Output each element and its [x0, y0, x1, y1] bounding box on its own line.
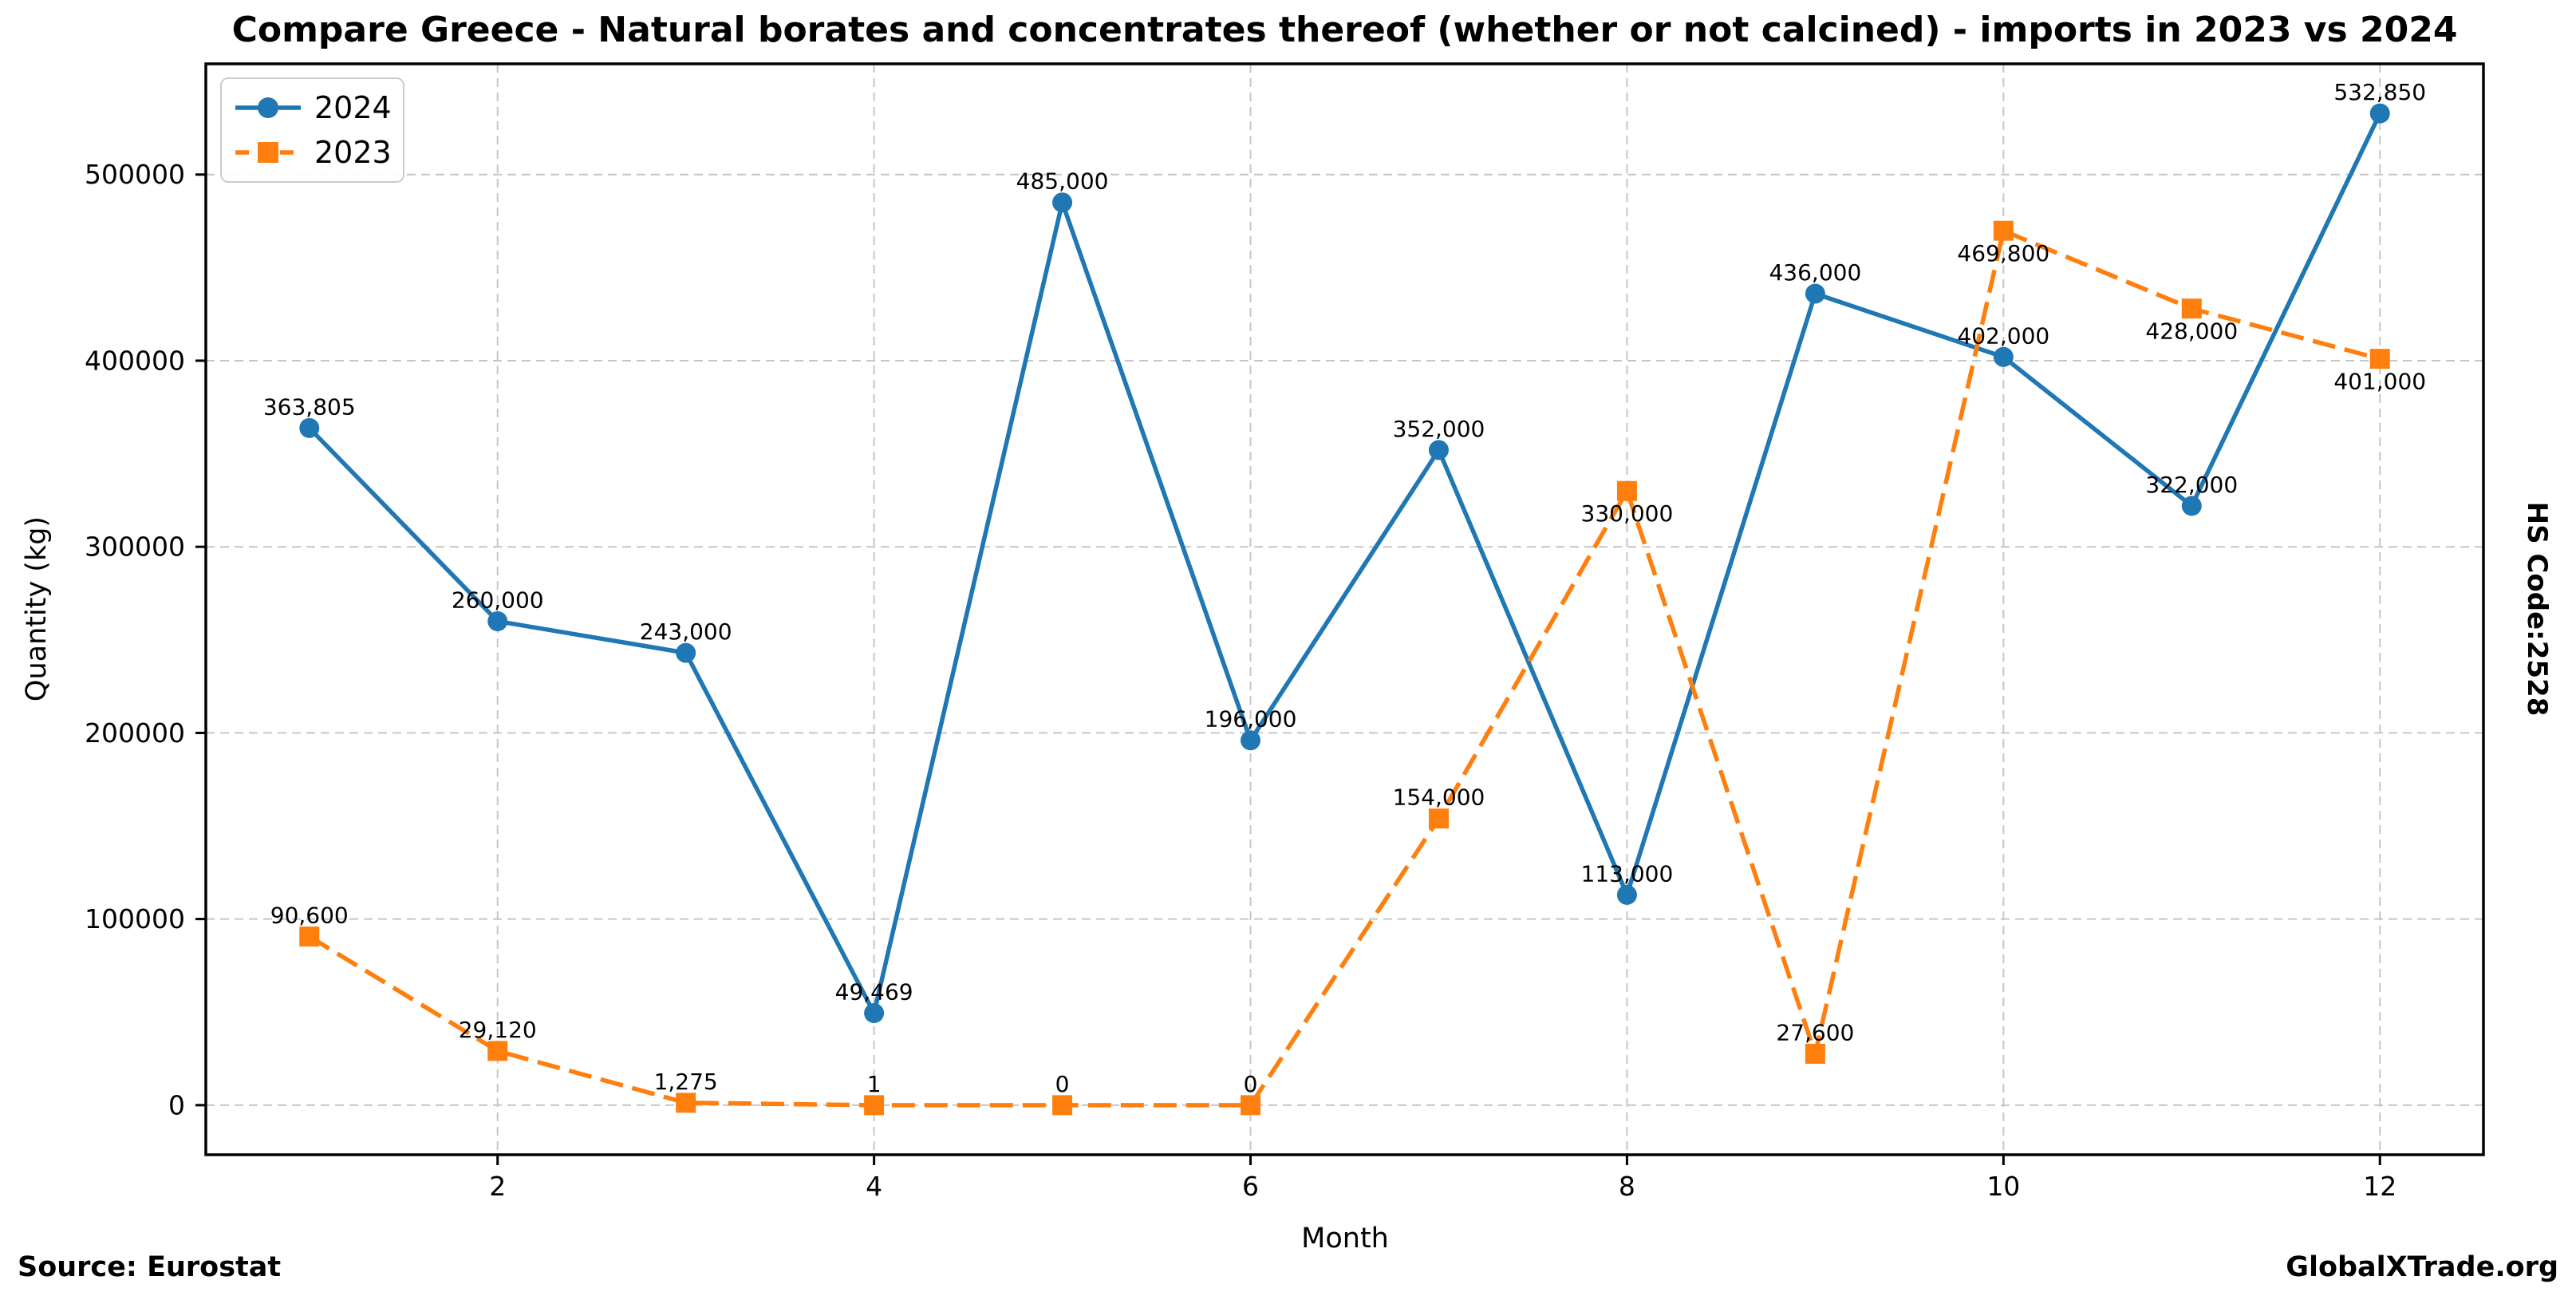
- y-axis-title: Quantity (kg): [21, 516, 53, 702]
- point-label-2023-m11: 428,000: [2145, 318, 2238, 345]
- marker-2023-m12: [2369, 349, 2390, 369]
- legend-item-2024: 2024: [233, 85, 392, 130]
- y-tick-label-400000: 400000: [85, 345, 185, 376]
- x-tick-label-8: 8: [1619, 1171, 1635, 1202]
- series-line-2024: [307, 112, 2382, 1016]
- legend-line-sample-2023: [235, 142, 301, 163]
- point-label-2023-m6: 0: [1244, 1071, 1258, 1097]
- marker-2024-m6: [1241, 730, 1261, 751]
- branding: GlobalXTrade.org: [2286, 1251, 2558, 1283]
- x-tick-label-10: 10: [1986, 1171, 2020, 1202]
- marker-2023-m10: [1993, 220, 2014, 241]
- chart-title: Compare Greece - Natural borates and con…: [231, 10, 2458, 50]
- legend-item-2023: 2023: [233, 130, 392, 175]
- marker-2023-m4: [864, 1095, 885, 1116]
- marker-2024-m12: [2369, 103, 2390, 124]
- legend: 2024 2023: [220, 77, 404, 183]
- data-point-labels: 363,805 260,000 243,000 49,469 485,000 196,00…: [263, 79, 2426, 1097]
- y-tick-label-200000: 200000: [85, 717, 185, 749]
- point-label-2023-m9: 27,600: [1776, 1019, 1854, 1045]
- point-label-2024-m5: 485,000: [1016, 168, 1109, 195]
- point-label-2023-m8: 330,000: [1581, 500, 1674, 527]
- x-tick-label-2: 2: [489, 1171, 506, 1202]
- legend-label-2024: 2024: [314, 90, 392, 125]
- point-label-2023-m7: 154,000: [1393, 784, 1485, 811]
- point-label-2023-m10: 469,800: [1957, 240, 2049, 267]
- marker-2023-m2: [487, 1041, 508, 1061]
- point-label-2024-m11: 322,000: [2145, 472, 2238, 498]
- axes-frame-and-ticks: [195, 62, 2485, 1165]
- right-axis-title: HS Code:2528: [2521, 501, 2553, 717]
- legend-line-sample-2024: [235, 97, 301, 118]
- data-point-markers: [299, 103, 2390, 1116]
- marker-2024-m11: [2181, 496, 2202, 516]
- marker-2023-m1: [299, 927, 320, 947]
- point-label-2024-m6: 196,000: [1205, 706, 1297, 733]
- x-tick-label-4: 4: [866, 1171, 882, 1202]
- marker-2023-m11: [2181, 298, 2202, 319]
- legend-sample-marker-2023: [258, 142, 278, 163]
- point-label-2024-m7: 352,000: [1393, 416, 1485, 442]
- point-label-2024-m8: 113,000: [1581, 860, 1674, 887]
- marker-2024-m7: [1428, 440, 1449, 460]
- marker-2024-m2: [487, 610, 508, 631]
- x-axis-title: Month: [1301, 1223, 1389, 1255]
- source-note: Source: Eurostat: [18, 1251, 282, 1283]
- point-label-2024-m9: 436,000: [1769, 259, 1861, 286]
- marker-2023-m8: [1616, 480, 1637, 501]
- point-label-2023-m2: 29,120: [459, 1017, 537, 1043]
- x-tick-label-6: 6: [1242, 1171, 1259, 1202]
- marker-2024-m8: [1616, 884, 1637, 905]
- marker-2023-m6: [1241, 1095, 1261, 1116]
- marker-2024-m4: [864, 1002, 885, 1023]
- point-label-2024-m1: 363,805: [263, 393, 356, 420]
- point-label-2024-m4: 49,469: [835, 978, 913, 1005]
- marker-2023-m9: [1805, 1043, 1825, 1064]
- point-label-2023-m3: 1,275: [654, 1069, 718, 1095]
- marker-2023-m7: [1428, 808, 1449, 829]
- marker-2024-m5: [1052, 192, 1073, 213]
- plot-frame: [204, 62, 2485, 1156]
- point-label-2023-m4: 1: [867, 1071, 882, 1097]
- y-tick-label-100000: 100000: [85, 903, 185, 934]
- marker-2024-m1: [299, 417, 320, 438]
- point-label-2023-m12: 401,000: [2333, 369, 2426, 395]
- x-tick-label-12: 12: [2363, 1171, 2397, 1202]
- point-label-2024-m3: 243,000: [640, 618, 732, 645]
- gridlines: [206, 64, 2483, 1155]
- y-tick-label-0: 0: [168, 1089, 185, 1120]
- point-label-2023-m5: 0: [1055, 1071, 1070, 1097]
- marker-2024-m10: [1993, 346, 2014, 367]
- series-line-2023: [308, 228, 2381, 1108]
- legend-label-2023: 2023: [314, 135, 392, 170]
- point-label-2024-m2: 260,000: [452, 587, 544, 613]
- marker-2024-m3: [676, 642, 696, 663]
- y-tick-label-300000: 300000: [85, 531, 185, 563]
- marker-2023-m3: [676, 1093, 696, 1113]
- series-lines: [307, 112, 2382, 1108]
- marker-2024-m9: [1805, 283, 1825, 304]
- point-label-2024-m12: 532,850: [2333, 79, 2426, 105]
- legend-sample-marker-2024: [258, 97, 278, 118]
- y-tick-label-500000: 500000: [85, 159, 185, 190]
- point-label-2023-m1: 90,600: [270, 903, 349, 929]
- marker-2023-m5: [1052, 1095, 1073, 1116]
- point-label-2024-m10: 402,000: [1957, 322, 2049, 349]
